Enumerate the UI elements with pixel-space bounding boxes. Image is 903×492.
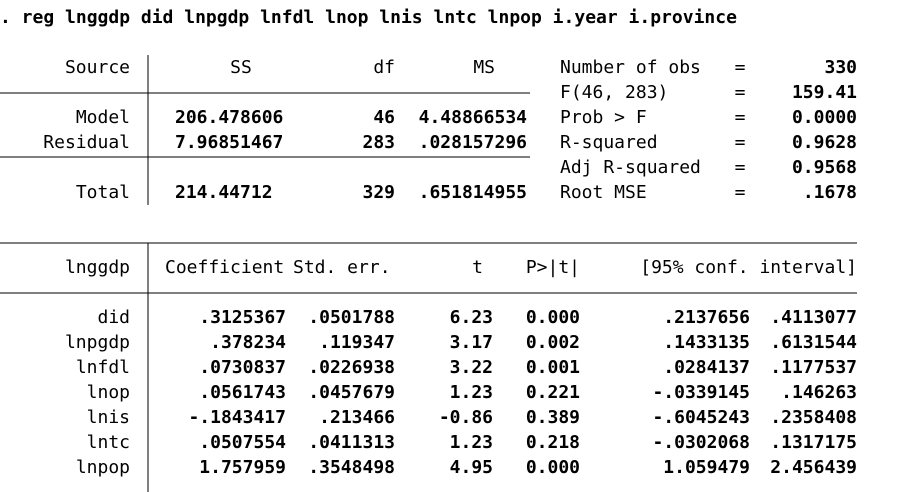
row-label: lnpgdp — [65, 332, 130, 353]
cell: .1317175 — [770, 432, 857, 453]
cell: 0.221 — [526, 382, 580, 403]
cell: 3.22 — [450, 357, 493, 378]
stat-label: Adj R-squared — [560, 157, 701, 178]
cell: .0411313 — [308, 432, 395, 453]
row-label: lnop — [87, 382, 130, 403]
column-header: Coefficient — [165, 257, 284, 278]
stat-label: R-squared — [560, 132, 658, 153]
stat-label: Number of obs — [560, 57, 701, 78]
cell: .2358408 — [770, 407, 857, 428]
cell: 3.17 — [450, 332, 493, 353]
cell: 6.23 — [450, 307, 493, 328]
stat-label: Prob > F — [560, 107, 647, 128]
row-label: did — [97, 307, 130, 328]
cell: .3548498 — [308, 457, 395, 478]
command: . reg lnggdp did lnpgdp lnfdl lnop lnis … — [0, 7, 737, 28]
stat-label: Root MSE — [560, 182, 647, 203]
row-label: Total — [76, 182, 130, 203]
cell: .213466 — [319, 407, 395, 428]
cell: .1433135 — [663, 332, 750, 353]
stat-eq: = — [735, 157, 746, 178]
cell: -.0339145 — [652, 382, 750, 403]
column-header: df — [373, 57, 395, 78]
stat-value: 0.9628 — [792, 132, 857, 153]
row-label: lnpop — [76, 457, 130, 478]
cell: .0226938 — [308, 357, 395, 378]
cell: .0507554 — [199, 432, 286, 453]
cell: 4.48866534 — [419, 107, 528, 128]
cell: 0.001 — [526, 357, 580, 378]
stat-eq: = — [735, 107, 746, 128]
cell: 4.95 — [450, 457, 493, 478]
cell: 214.44712 — [175, 182, 273, 203]
cell: .0501788 — [308, 307, 395, 328]
column-header: Source — [65, 57, 130, 78]
row-label: lntc — [87, 432, 130, 453]
cell: -.0302068 — [652, 432, 750, 453]
stat-value: 159.41 — [792, 82, 857, 103]
cell: .0457679 — [308, 382, 395, 403]
cell: 2.456439 — [770, 457, 857, 478]
cell: .146263 — [781, 382, 857, 403]
stat-value: 0.9568 — [792, 157, 857, 178]
cell: 0.218 — [526, 432, 580, 453]
column-header: MS — [473, 57, 495, 78]
cell: .0561743 — [199, 382, 286, 403]
column-header: lnggdp — [65, 257, 130, 278]
cell: .0730837 — [199, 357, 286, 378]
stat-eq: = — [735, 182, 746, 203]
cell: .378234 — [210, 332, 286, 353]
cell: .3125367 — [199, 307, 286, 328]
column-header: Std. err. — [293, 257, 391, 278]
cell: 0.002 — [526, 332, 580, 353]
stat-value: .1678 — [803, 182, 857, 203]
cell: .1177537 — [770, 357, 857, 378]
cell: .4113077 — [770, 307, 857, 328]
cell: 0.000 — [526, 457, 580, 478]
cell: .6131544 — [770, 332, 857, 353]
row-label: lnis — [87, 407, 130, 428]
cell: 283 — [362, 132, 395, 153]
column-header: [95% conf. interval] — [640, 257, 857, 278]
cell: -0.86 — [439, 407, 493, 428]
cell: .119347 — [319, 332, 395, 353]
row-label: Residual — [43, 132, 130, 153]
stat-eq: = — [735, 132, 746, 153]
cell: -.1843417 — [188, 407, 286, 428]
cell: 0.389 — [526, 407, 580, 428]
cell: 1.23 — [450, 432, 493, 453]
cell: 1.757959 — [199, 457, 286, 478]
cell: 7.96851467 — [175, 132, 283, 153]
stat-eq: = — [735, 82, 746, 103]
cell: .028157296 — [419, 132, 527, 153]
cell: .0284137 — [663, 357, 750, 378]
cell: 1.059479 — [663, 457, 750, 478]
cell: 329 — [362, 182, 395, 203]
row-label: Model — [76, 107, 130, 128]
column-header: SS — [230, 57, 252, 78]
cell: 206.478606 — [175, 107, 283, 128]
row-label: lnfdl — [76, 357, 130, 378]
stat-eq: = — [735, 57, 746, 78]
cell: 46 — [373, 107, 395, 128]
column-header: t — [472, 257, 483, 278]
stat-label: F(46, 283) — [560, 82, 668, 103]
cell: 0.000 — [526, 307, 580, 328]
column-header: P>|t| — [526, 257, 580, 278]
cell: .651814955 — [419, 182, 527, 203]
stat-value: 330 — [824, 57, 857, 78]
cell: .2137656 — [663, 307, 750, 328]
cell: -.6045243 — [652, 407, 750, 428]
stat-value: 0.0000 — [792, 107, 857, 128]
cell: 1.23 — [450, 382, 493, 403]
